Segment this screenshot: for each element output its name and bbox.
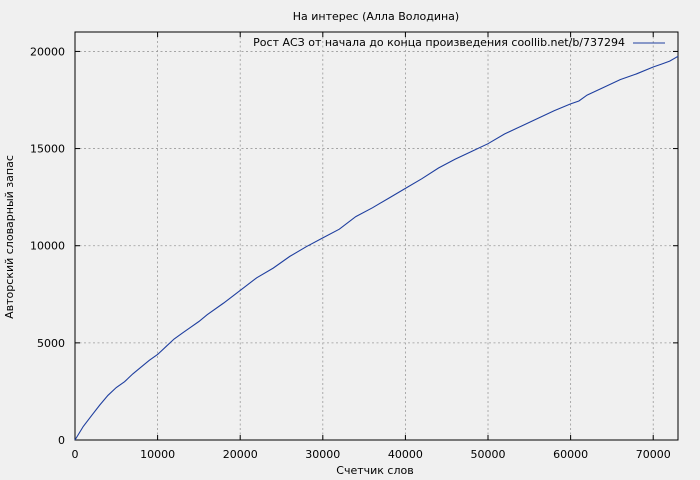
series-layer bbox=[74, 55, 679, 441]
y-tick-label: 20000 bbox=[30, 45, 65, 58]
x-tick-label: 30000 bbox=[305, 448, 340, 461]
y-axis-label: Авторский словарный запас bbox=[3, 155, 16, 319]
x-tick-label: 20000 bbox=[223, 448, 258, 461]
legend-label: Рост АСЗ от начала до конца произведения… bbox=[253, 36, 625, 49]
x-tick-label: 70000 bbox=[636, 448, 671, 461]
legend: Рост АСЗ от начала до конца произведения… bbox=[253, 36, 665, 49]
x-tick-label: 60000 bbox=[553, 448, 588, 461]
y-tick-label: 15000 bbox=[30, 143, 65, 156]
x-tick-label: 10000 bbox=[140, 448, 175, 461]
x-tick-label: 50000 bbox=[471, 448, 506, 461]
chart-title: На интерес (Алла Володина) bbox=[293, 10, 459, 23]
y-tick-label: 5000 bbox=[37, 337, 65, 350]
y-tick-label: 10000 bbox=[30, 240, 65, 253]
x-tick-label: 40000 bbox=[388, 448, 423, 461]
x-axis-label: Счетчик слов bbox=[336, 464, 413, 477]
series-line bbox=[74, 55, 679, 441]
plot-frame bbox=[74, 31, 679, 441]
axis-ticks: 0 10000 20000 30000 40000 50000 60000 70000 0 500… bbox=[30, 32, 678, 461]
grid-lines bbox=[75, 32, 678, 440]
x-tick-label: 0 bbox=[72, 448, 79, 461]
y-tick-label: 0 bbox=[58, 434, 65, 447]
